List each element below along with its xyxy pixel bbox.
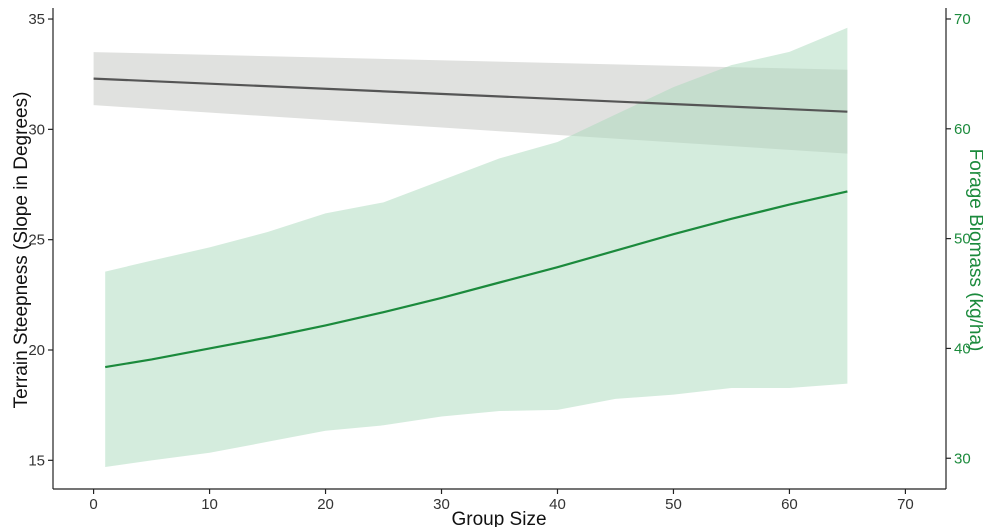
confidence-bands: [93, 27, 848, 468]
y-right-tick-label: 40: [954, 340, 971, 357]
y-right-tick-label: 30: [954, 450, 971, 467]
x-tick-label: 50: [665, 496, 682, 513]
x-tick-label: 30: [433, 496, 450, 513]
trend-lines: [93, 77, 848, 369]
biomass-confidence-band: [105, 27, 848, 468]
biomass-trend-line: [105, 190, 848, 369]
x-tick-label: 70: [897, 496, 914, 513]
x-tick-label: 20: [317, 496, 334, 513]
y-right-tick-label: 70: [954, 11, 971, 28]
y-left-tick-label: 20: [28, 342, 45, 359]
x-axis-title: Group Size: [451, 509, 546, 527]
x-tick-label: 60: [781, 496, 798, 513]
y-left-tick-label: 25: [28, 232, 45, 249]
x-tick-label: 10: [201, 496, 218, 513]
steepness-trend-line: [93, 77, 848, 113]
axes: [48, 8, 951, 494]
y-right-tick-label: 50: [954, 231, 971, 248]
x-tick-label: 0: [89, 496, 97, 513]
y-right-axis-title: Forage Biomass (kg/ha): [965, 149, 983, 352]
y-right-tick-label: 60: [954, 121, 971, 138]
y-left-tick-label: 35: [28, 11, 45, 28]
y-left-tick-label: 15: [28, 452, 45, 469]
x-tick-label: 40: [549, 496, 566, 513]
y-left-axis-title: Terrain Steepness (Slope in Degrees): [11, 92, 32, 409]
y-left-tick-label: 30: [28, 121, 45, 138]
tick-labels: 0 10 20 30 40 50 60 70 15 20 25 30 35 30 40 50 60 70: [28, 11, 970, 513]
